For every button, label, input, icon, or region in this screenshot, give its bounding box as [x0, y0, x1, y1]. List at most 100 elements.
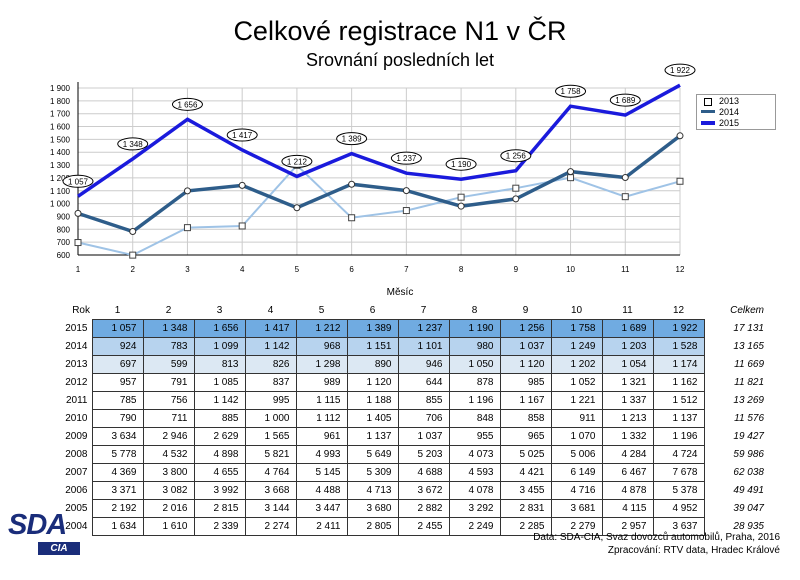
table-cell: 5 378	[652, 481, 705, 500]
table-cell: 3 680	[346, 499, 399, 518]
y-tick-label: 1 500	[50, 135, 71, 144]
data-point-2013	[567, 174, 575, 182]
table-row: 2007 4 369 3 800 4 655 4 764 5 145 5 309 4 688 4…	[44, 463, 766, 482]
data-label-2015: 1 212	[287, 157, 308, 166]
table-cell: 3 447	[295, 499, 348, 518]
header-month-8: 8	[471, 305, 478, 316]
data-label-bubble-2015	[226, 128, 258, 142]
table-cell: 7 678	[652, 463, 705, 482]
table-cell: 1 202	[550, 355, 603, 374]
row-total: 11 821	[734, 377, 764, 388]
table-cell: 1 052	[550, 373, 603, 392]
row-year: 2011	[65, 395, 88, 406]
table-cell: 813	[193, 355, 246, 374]
table-cell: 965	[499, 427, 552, 446]
table-cell: 957	[91, 373, 144, 392]
header-month-9: 9	[522, 305, 529, 316]
data-point-2014	[129, 227, 137, 235]
row-year: 2012	[65, 377, 88, 388]
table-cell: 3 992	[193, 481, 246, 500]
header-total: Celkem	[730, 305, 764, 317]
row-total: 13 165	[733, 341, 764, 352]
table-cell: 1 142	[193, 391, 246, 410]
table-cell: 4 593	[448, 463, 501, 482]
table-cell: 1 610	[142, 517, 195, 536]
row-year: 2013	[65, 359, 88, 370]
table-cell: 4 078	[448, 481, 501, 500]
x-tick-label: 8	[459, 265, 464, 274]
table-cell: 2 411	[295, 517, 348, 536]
table-cell: 785	[91, 391, 144, 410]
table-cell: 4 421	[499, 463, 552, 482]
table-cell: 3 637	[652, 517, 705, 536]
data-label-2015: 1 190	[451, 160, 472, 169]
table-cell: 5 145	[295, 463, 348, 482]
legend-marker-2015	[701, 121, 715, 125]
row-total: 19 427	[733, 431, 764, 442]
table-cell: 1 188	[346, 391, 399, 410]
table-cell: 1 689	[601, 319, 654, 338]
data-point-2014	[402, 187, 410, 195]
table-cell: 4 952	[652, 499, 705, 518]
table-cell: 4 716	[550, 481, 603, 500]
table-cell: 1 000	[244, 409, 297, 428]
table-cell: 1 565	[244, 427, 297, 446]
y-tick-label: 800	[57, 225, 71, 234]
table-cell: 2 339	[193, 517, 246, 536]
table-cell: 4 073	[448, 445, 501, 464]
row-year: 2014	[65, 341, 88, 352]
row-year: 2007	[65, 467, 88, 478]
data-label-bubble-2015	[390, 151, 422, 165]
data-point-2013	[74, 239, 82, 247]
data-point-2014	[676, 132, 684, 140]
logo-sda-text: SDA	[8, 509, 67, 541]
table-cell: 2 274	[244, 517, 297, 536]
table-cell: 5 006	[550, 445, 603, 464]
y-tick-label: 1 600	[50, 123, 71, 132]
y-tick-label: 1 800	[50, 97, 71, 106]
table-row: 2013 697 599 813 826 1 298 890 946 1 050 1 120 1 2…	[44, 355, 766, 374]
table-cell: 3 082	[142, 481, 195, 500]
table-row: 2010 790 711 885 1 000 1 112 1 405 706 848 858 911…	[44, 409, 766, 428]
table-row: 2014 924 783 1 099 1 142 968 1 151 1 101 980 1 03…	[44, 337, 766, 356]
data-label-bubble-2015	[117, 137, 149, 151]
table-cell: 1 196	[652, 427, 705, 446]
data-label-2015: 1 656	[177, 100, 198, 109]
header-month-2: 2	[165, 305, 172, 316]
y-tick-label: 1 700	[50, 110, 71, 119]
table-cell: 706	[397, 409, 450, 428]
data-label-bubble-2015	[555, 84, 587, 98]
x-tick-label: 10	[566, 265, 575, 274]
table-cell: 1 203	[601, 337, 654, 356]
data-point-2014	[348, 180, 356, 188]
x-tick-label: 5	[295, 265, 300, 274]
table-row: 2005 2 192 2 016 2 815 3 144 3 447 3 680 2 882 3…	[44, 499, 766, 518]
table-cell: 2 455	[397, 517, 450, 536]
table-header-row: Rok 1 2 3 4 5 6 7 8 9 10 11 12 Celkem	[44, 302, 766, 320]
table-cell: 2 805	[346, 517, 399, 536]
table-cell: 968	[295, 337, 348, 356]
table-cell: 4 764	[244, 463, 297, 482]
data-label-bubble-2015	[445, 157, 477, 171]
table-cell: 995	[244, 391, 297, 410]
table-cell: 1 162	[652, 373, 705, 392]
table-cell: 1 151	[346, 337, 399, 356]
header-month-4: 4	[267, 305, 274, 316]
x-tick-label: 1	[76, 265, 81, 274]
table-cell: 1 528	[652, 337, 705, 356]
row-total: 17 131	[733, 323, 764, 334]
data-label-bubble-2015	[62, 174, 94, 188]
table-cell: 1 101	[397, 337, 450, 356]
table-cell: 5 649	[346, 445, 399, 464]
y-tick-label: 1 000	[50, 200, 71, 209]
table-cell: 855	[397, 391, 450, 410]
table-cell: 1 112	[295, 409, 348, 428]
table-cell: 1 922	[652, 319, 705, 338]
header-month-10: 10	[570, 305, 583, 316]
y-tick-label: 1 200	[50, 174, 71, 183]
table-cell: 644	[397, 373, 450, 392]
x-tick-label: 6	[349, 265, 354, 274]
table-cell: 1 196	[448, 391, 501, 410]
data-label-2015: 1 348	[123, 140, 144, 149]
table-cell: 4 655	[193, 463, 246, 482]
